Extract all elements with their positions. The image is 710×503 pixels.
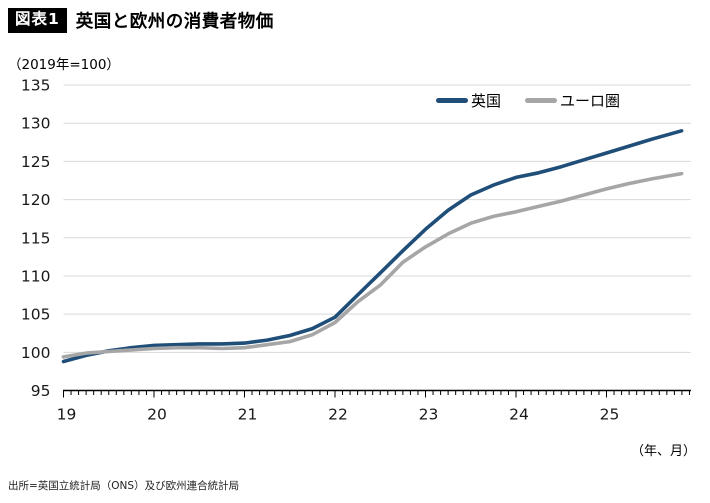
y-axis-tick-label: 110 <box>21 267 51 285</box>
x-axis-tick-label: 20 <box>147 406 167 424</box>
legend-item-euro: ユーロ圏 <box>525 90 620 111</box>
figure-number-badge: 図表1 <box>8 8 67 33</box>
page-title: 英国と欧州の消費者物価 <box>75 12 274 32</box>
x-axis-tick-label: 25 <box>600 406 620 424</box>
legend-label-uk: 英国 <box>471 92 502 110</box>
axis-unit-note: （2019年=100） <box>8 57 120 73</box>
y-axis-tick-label: 100 <box>21 344 51 362</box>
x-axis-tick-label: 21 <box>238 406 258 424</box>
y-axis-tick-label: 130 <box>21 115 51 133</box>
series-line-euro <box>61 171 684 359</box>
source-note: 出所=英国立統計局（ONS）及び欧州連合統計局 <box>8 480 240 492</box>
y-axis-tick-label: 135 <box>21 77 51 95</box>
x-axis-tick-label: 19 <box>57 406 77 424</box>
chart-header: 図表1 英国と欧州の消費者物価 <box>8 8 274 33</box>
x-axis-tick-label: 24 <box>509 406 529 424</box>
y-axis-tick-label: 120 <box>21 191 51 209</box>
legend-label-euro: ユーロ圏 <box>560 92 621 110</box>
uk-line-swatch-icon <box>436 98 468 103</box>
y-axis-tick-label: 115 <box>21 229 51 247</box>
euro-line-swatch-icon <box>525 98 558 103</box>
y-axis-tick-label: 95 <box>31 382 51 400</box>
y-axis-tick-label: 105 <box>21 306 51 324</box>
y-axis-tick-label: 125 <box>21 153 51 171</box>
chart-legend: 英国 ユーロ圏 <box>436 90 620 111</box>
x-axis-unit-label: （年、月） <box>630 444 696 459</box>
legend-item-uk: 英国 <box>436 90 501 111</box>
x-axis-tick-label: 23 <box>419 406 439 424</box>
series-line-uk <box>61 129 684 364</box>
x-axis-tick-label: 22 <box>328 406 348 424</box>
